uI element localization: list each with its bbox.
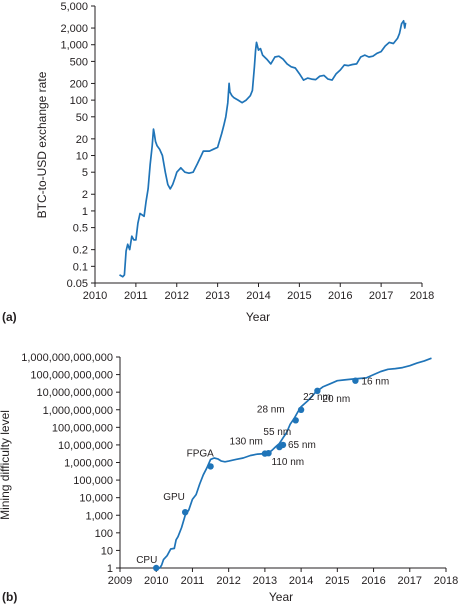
chart-a-exchange-rate: 0.05 0.1 0.2 0.5 1 2 5 10 20 50 100 200 500 1,000 2,00… xyxy=(2,1,434,324)
chart-a-ytick-label-1-000: 1,000 xyxy=(60,40,88,52)
milestone-fpga-label: FPGA xyxy=(187,448,215,459)
chart-a-ytick-label-2: 2 xyxy=(82,189,88,201)
chart-b-ytick-label-1-000: 1,000 xyxy=(85,510,113,522)
chart-a-xtick-label-2014: 2014 xyxy=(246,290,270,302)
milestone-28-nm-marker xyxy=(292,417,299,424)
chart-b-xtick-label-2011: 2011 xyxy=(181,575,205,587)
milestone-20-nm-marker xyxy=(314,387,321,394)
milestone-cpu-marker xyxy=(153,564,160,572)
chart-a-xtick-label-2016: 2016 xyxy=(328,290,352,302)
milestone-55-nm-marker xyxy=(276,443,283,451)
chart-a-ytick-label-0-5: 0.5 xyxy=(73,223,88,235)
chart-a-xtick-label-2015: 2015 xyxy=(287,290,311,302)
chart-a-x-ticks: 2010 2011 2012 2013 2014 2015 2016 2017 2018 xyxy=(83,283,434,302)
milestone-20-nm-label: 20 nm xyxy=(322,394,350,405)
milestone-16-nm-marker xyxy=(352,377,359,384)
chart-b-mining-difficulty: 1 10 100 1,000 10,000 100,000 1,000,000 10,000,… xyxy=(0,352,458,604)
chart-b-x-ticks: 2009 2010 2011 2012 2013 2014 2015 2016 2017 2018 xyxy=(108,568,458,587)
chart-b-ytick-label-1-000-000-000: 1,000,000,000 xyxy=(43,405,113,417)
chart-a-ytick-label-100: 100 xyxy=(70,95,88,107)
chart-a-ytick-label-50: 50 xyxy=(76,112,88,124)
chart-b-ytick-label-100-000: 100,000 xyxy=(73,475,113,487)
chart-b-ytick-label-10-000-000: 10,000,000 xyxy=(58,440,113,452)
chart-b-ytick-label-10: 10 xyxy=(101,545,113,557)
chart-b-ytick-label-1-000-000-000-000: 1,000,000,000,000 xyxy=(21,352,113,364)
chart-b-xtick-label-2014: 2014 xyxy=(289,575,313,587)
chart-a-ytick-label-500: 500 xyxy=(70,56,88,68)
chart-b-ytick-label-1-000-000: 1,000,000 xyxy=(64,458,113,470)
milestone-110-nm-marker xyxy=(265,450,272,457)
chart-b-xtick-label-2010: 2010 xyxy=(144,575,168,587)
chart-b-xtick-label-2009: 2009 xyxy=(108,575,132,587)
chart-a-ytick-label-1: 1 xyxy=(82,206,88,218)
chart-a-ytick-label-5-000: 5,000 xyxy=(60,1,88,13)
milestone-28-nm-label: 28 nm xyxy=(257,404,285,415)
milestone-65-nm-label: 65 nm xyxy=(288,440,316,451)
chart-b-ytick-label-100-000-000-000: 100,000,000,000 xyxy=(30,370,113,382)
chart-a-ytick-label-20: 20 xyxy=(76,134,88,146)
chart-a-ytick-label-2-000: 2,000 xyxy=(60,23,88,35)
chart-b-ytick-label-1: 1 xyxy=(107,563,113,575)
chart-b-panel-label: (b) xyxy=(2,590,17,604)
milestone-22-nm-label: 22 nm xyxy=(303,392,331,403)
chart-a-ytick-label-10: 10 xyxy=(76,151,88,163)
chart-b-ytick-label-100: 100 xyxy=(95,528,113,540)
chart-a-ytick-label-0-05: 0.05 xyxy=(67,278,88,290)
chart-a-y-ticks: 0.05 0.1 0.2 0.5 1 2 5 10 20 50 100 200 500 1,000 2,00… xyxy=(60,1,95,290)
chart-a-series-line xyxy=(119,19,407,278)
chart-a-xtick-label-2013: 2013 xyxy=(205,290,229,302)
chart-a-ytick-label-200: 200 xyxy=(70,78,88,90)
chart-b-ytick-label-100-000-000: 100,000,000 xyxy=(52,422,113,434)
chart-b-y-ticks: 1 10 100 1,000 10,000 100,000 1,000,000 10,000,… xyxy=(21,352,120,575)
milestone-gpu-label: GPU xyxy=(163,492,185,503)
chart-b-xtick-label-2012: 2012 xyxy=(216,575,240,587)
chart-a-xtick-label-2018: 2018 xyxy=(410,290,434,302)
chart-a-xlabel: Year xyxy=(246,310,270,324)
chart-b-xtick-label-2016: 2016 xyxy=(361,575,385,587)
chart-a-xtick-label-2011: 2011 xyxy=(124,290,148,302)
chart-a-xtick-label-2017: 2017 xyxy=(369,290,393,302)
chart-b-xlabel: Year xyxy=(269,590,293,604)
chart-a-ytick-label-0-2: 0.2 xyxy=(73,245,88,257)
chart-b-ytick-label-10-000-000-000: 10,000,000,000 xyxy=(37,387,113,399)
chart-a-xtick-label-2012: 2012 xyxy=(165,290,189,302)
chart-b-ytick-label-10-000: 10,000 xyxy=(79,493,113,505)
chart-a-ytick-label-5: 5 xyxy=(82,167,88,179)
milestone-130-nm-label: 130 nm xyxy=(230,437,263,448)
chart-a-ylabel: BTC-to-USD exchange rate xyxy=(35,71,49,218)
chart-a-panel-label: (a) xyxy=(2,310,17,324)
milestone-22-nm-marker xyxy=(297,406,305,413)
chart-b-xtick-label-2015: 2015 xyxy=(325,575,349,587)
chart-b-xtick-label-2018: 2018 xyxy=(434,575,458,587)
chart-b-xtick-label-2017: 2017 xyxy=(398,575,422,587)
chart-b-milestones: CPU GPU FPGA 130 nm 110 nm 65 nm 55 nm 28 nm 22 … xyxy=(136,377,389,572)
milestone-55-nm-label: 55 nm xyxy=(263,427,291,438)
chart-b-ylabel: Mining difficulty level xyxy=(0,410,12,520)
milestone-110-nm-label: 110 nm xyxy=(272,457,305,468)
milestone-fpga-marker xyxy=(207,463,214,470)
milestone-16-nm-label: 16 nm xyxy=(361,377,389,388)
chart-a-xtick-label-2010: 2010 xyxy=(83,290,107,302)
chart-b-xtick-label-2013: 2013 xyxy=(253,575,277,587)
milestone-cpu-label: CPU xyxy=(136,555,157,566)
chart-a-ytick-label-0-1: 0.1 xyxy=(73,261,88,273)
milestone-gpu-marker xyxy=(182,509,189,516)
